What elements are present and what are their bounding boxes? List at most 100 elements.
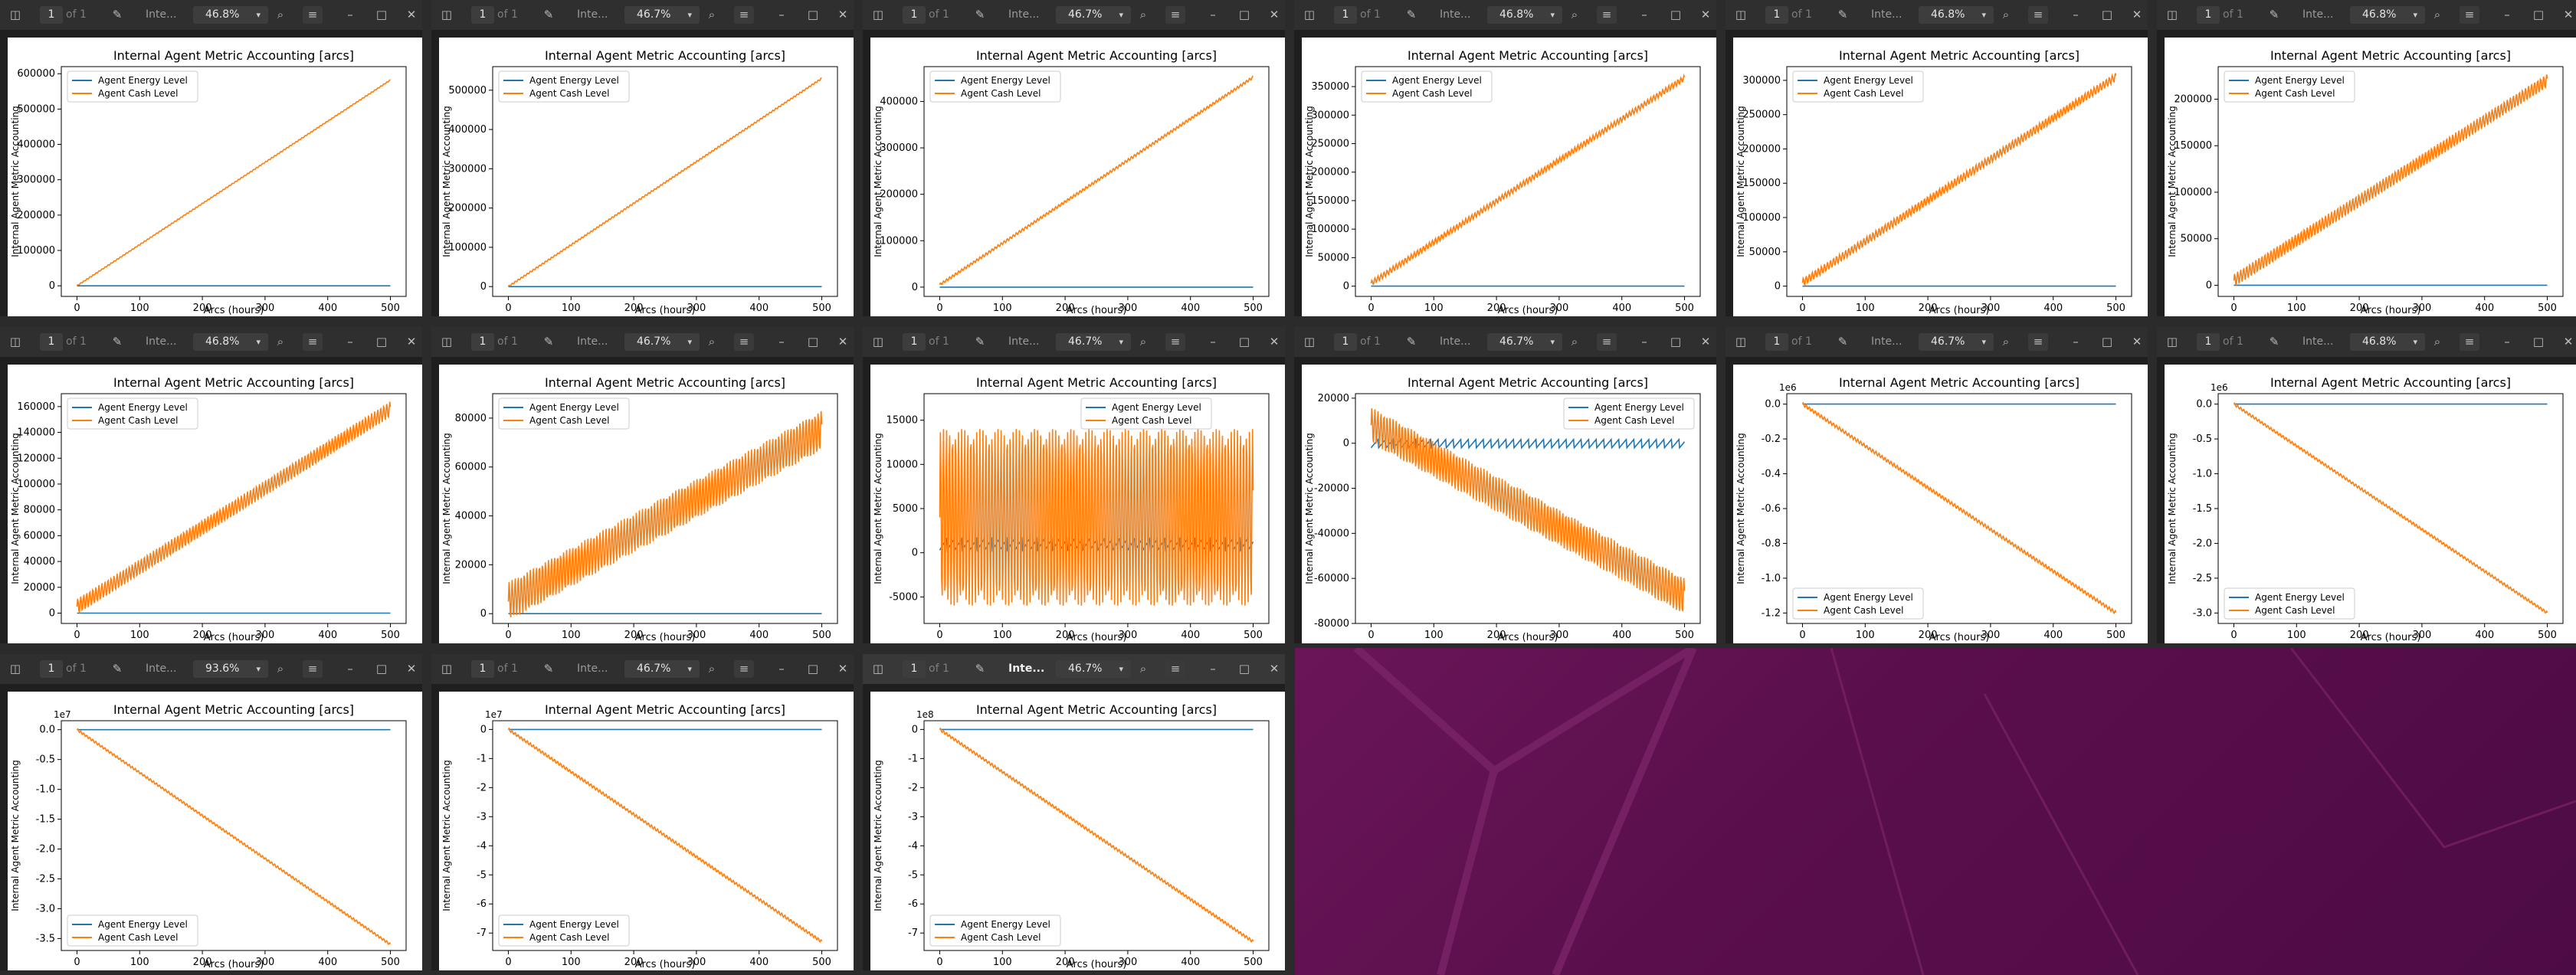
minimize-icon[interactable]: – bbox=[2073, 335, 2079, 348]
page-number-input[interactable]: 1 bbox=[471, 660, 494, 678]
sidebar-toggle-icon[interactable]: ◫ bbox=[1303, 335, 1316, 348]
annotate-pen-icon[interactable]: ✎ bbox=[112, 662, 123, 676]
search-icon[interactable]: ⌕ bbox=[2002, 8, 2010, 21]
close-icon[interactable]: ✕ bbox=[1269, 662, 1280, 676]
page-number-input[interactable]: 1 bbox=[40, 660, 63, 678]
zoom-select[interactable]: 46.8% ▾ bbox=[193, 6, 268, 24]
search-icon[interactable]: ⌕ bbox=[2433, 8, 2441, 21]
maximize-icon[interactable]: □ bbox=[2532, 8, 2545, 21]
close-icon[interactable]: ✕ bbox=[2132, 8, 2142, 21]
maximize-icon[interactable]: □ bbox=[807, 8, 819, 21]
sidebar-toggle-icon[interactable]: ◫ bbox=[9, 662, 21, 676]
annotate-pen-icon[interactable]: ✎ bbox=[112, 8, 123, 21]
zoom-select[interactable]: 46.7% ▾ bbox=[624, 333, 700, 351]
search-icon[interactable]: ⌕ bbox=[277, 335, 284, 348]
page-number-input[interactable]: 1 bbox=[1765, 6, 1788, 24]
annotate-pen-icon[interactable]: ✎ bbox=[1406, 8, 1417, 21]
search-icon[interactable]: ⌕ bbox=[2002, 335, 2010, 348]
zoom-select[interactable]: 46.8% ▾ bbox=[1919, 6, 1994, 24]
minimize-icon[interactable]: – bbox=[347, 8, 353, 21]
menu-button[interactable]: ≡ bbox=[2028, 6, 2048, 24]
viewer-window-13[interactable]: ◫ 1 of 1 ✎ Inte... 93.6% ▾ ⌕ ≡ – □ ✕ Internal Agent … bbox=[0, 654, 422, 970]
page-number-input[interactable]: 1 bbox=[903, 660, 926, 678]
search-icon[interactable]: ⌕ bbox=[277, 662, 284, 676]
close-icon[interactable]: ✕ bbox=[406, 8, 417, 21]
menu-button[interactable]: ≡ bbox=[303, 660, 323, 678]
viewer-window-1[interactable]: ◫ 1 of 1 ✎ Inte... 46.8% ▾ ⌕ ≡ – □ ✕ Internal Agent … bbox=[0, 0, 422, 316]
maximize-icon[interactable]: □ bbox=[1238, 8, 1250, 21]
menu-button[interactable]: ≡ bbox=[1165, 660, 1185, 678]
minimize-icon[interactable]: – bbox=[1210, 335, 1216, 348]
maximize-icon[interactable]: □ bbox=[375, 8, 388, 21]
sidebar-toggle-icon[interactable]: ◫ bbox=[872, 335, 884, 348]
viewer-window-15[interactable]: ◫ 1 of 1 ✎ Inte... 46.7% ▾ ⌕ ≡ – □ ✕ Internal Agent … bbox=[863, 654, 1285, 970]
minimize-icon[interactable]: – bbox=[778, 662, 785, 676]
page-number-input[interactable]: 1 bbox=[1765, 333, 1788, 351]
close-icon[interactable]: ✕ bbox=[2563, 335, 2574, 348]
page-number-input[interactable]: 1 bbox=[40, 6, 63, 24]
minimize-icon[interactable]: – bbox=[2504, 8, 2510, 21]
zoom-select[interactable]: 46.7% ▾ bbox=[1487, 333, 1562, 351]
page-number-input[interactable]: 1 bbox=[2197, 6, 2220, 24]
maximize-icon[interactable]: □ bbox=[2101, 8, 2113, 21]
close-icon[interactable]: ✕ bbox=[837, 662, 848, 676]
viewer-window-6[interactable]: ◫ 1 of 1 ✎ Inte... 46.8% ▾ ⌕ ≡ – □ ✕ Internal Agent … bbox=[2157, 0, 2576, 316]
minimize-icon[interactable]: – bbox=[778, 8, 785, 21]
menu-button[interactable]: ≡ bbox=[303, 333, 323, 351]
search-icon[interactable]: ⌕ bbox=[1139, 662, 1147, 676]
annotate-pen-icon[interactable]: ✎ bbox=[975, 335, 985, 348]
zoom-select[interactable]: 46.8% ▾ bbox=[2350, 6, 2425, 24]
menu-button[interactable]: ≡ bbox=[734, 6, 754, 24]
close-icon[interactable]: ✕ bbox=[406, 662, 417, 676]
menu-button[interactable]: ≡ bbox=[1165, 6, 1185, 24]
close-icon[interactable]: ✕ bbox=[1700, 8, 1711, 21]
close-icon[interactable]: ✕ bbox=[1269, 335, 1280, 348]
menu-button[interactable]: ≡ bbox=[1597, 6, 1617, 24]
maximize-icon[interactable]: □ bbox=[807, 335, 819, 348]
search-icon[interactable]: ⌕ bbox=[708, 662, 716, 676]
viewer-window-3[interactable]: ◫ 1 of 1 ✎ Inte... 46.7% ▾ ⌕ ≡ – □ ✕ Internal Agent … bbox=[863, 0, 1285, 316]
minimize-icon[interactable]: – bbox=[2073, 8, 2079, 21]
annotate-pen-icon[interactable]: ✎ bbox=[975, 662, 985, 676]
zoom-select[interactable]: 46.7% ▾ bbox=[624, 660, 700, 678]
sidebar-toggle-icon[interactable]: ◫ bbox=[872, 662, 884, 676]
viewer-window-7[interactable]: ◫ 1 of 1 ✎ Inte... 46.8% ▾ ⌕ ≡ – □ ✕ Internal Agent … bbox=[0, 327, 422, 643]
zoom-select[interactable]: 46.8% ▾ bbox=[193, 333, 268, 351]
sidebar-toggle-icon[interactable]: ◫ bbox=[441, 335, 453, 348]
sidebar-toggle-icon[interactable]: ◫ bbox=[872, 8, 884, 21]
page-number-input[interactable]: 1 bbox=[471, 6, 494, 24]
close-icon[interactable]: ✕ bbox=[2563, 8, 2574, 21]
menu-button[interactable]: ≡ bbox=[1165, 333, 1185, 351]
menu-button[interactable]: ≡ bbox=[2460, 6, 2479, 24]
viewer-window-14[interactable]: ◫ 1 of 1 ✎ Inte... 46.7% ▾ ⌕ ≡ – □ ✕ Internal Agent … bbox=[431, 654, 854, 970]
zoom-select[interactable]: 46.7% ▾ bbox=[1056, 660, 1131, 678]
sidebar-toggle-icon[interactable]: ◫ bbox=[9, 8, 21, 21]
sidebar-toggle-icon[interactable]: ◫ bbox=[2166, 335, 2178, 348]
minimize-icon[interactable]: – bbox=[2504, 335, 2510, 348]
annotate-pen-icon[interactable]: ✎ bbox=[543, 662, 554, 676]
viewer-window-8[interactable]: ◫ 1 of 1 ✎ Inte... 46.7% ▾ ⌕ ≡ – □ ✕ Internal Agent … bbox=[431, 327, 854, 643]
close-icon[interactable]: ✕ bbox=[406, 335, 417, 348]
close-icon[interactable]: ✕ bbox=[837, 335, 848, 348]
viewer-window-5[interactable]: ◫ 1 of 1 ✎ Inte... 46.8% ▾ ⌕ ≡ – □ ✕ Internal Agent … bbox=[1726, 0, 2148, 316]
annotate-pen-icon[interactable]: ✎ bbox=[1406, 335, 1417, 348]
viewer-window-2[interactable]: ◫ 1 of 1 ✎ Inte... 46.7% ▾ ⌕ ≡ – □ ✕ Internal Agent … bbox=[431, 0, 854, 316]
search-icon[interactable]: ⌕ bbox=[708, 335, 716, 348]
maximize-icon[interactable]: □ bbox=[375, 662, 388, 676]
viewer-window-10[interactable]: ◫ 1 of 1 ✎ Inte... 46.7% ▾ ⌕ ≡ – □ ✕ Internal Agent … bbox=[1294, 327, 1716, 643]
sidebar-toggle-icon[interactable]: ◫ bbox=[441, 8, 453, 21]
minimize-icon[interactable]: – bbox=[778, 335, 785, 348]
annotate-pen-icon[interactable]: ✎ bbox=[2269, 8, 2279, 21]
minimize-icon[interactable]: – bbox=[1210, 662, 1216, 676]
sidebar-toggle-icon[interactable]: ◫ bbox=[441, 662, 453, 676]
zoom-select[interactable]: 46.8% ▾ bbox=[2350, 333, 2425, 351]
sidebar-toggle-icon[interactable]: ◫ bbox=[9, 335, 21, 348]
page-number-input[interactable]: 1 bbox=[2197, 333, 2220, 351]
zoom-select[interactable]: 46.7% ▾ bbox=[624, 6, 700, 24]
search-icon[interactable]: ⌕ bbox=[2433, 335, 2441, 348]
search-icon[interactable]: ⌕ bbox=[277, 8, 284, 21]
maximize-icon[interactable]: □ bbox=[1670, 8, 1682, 21]
sidebar-toggle-icon[interactable]: ◫ bbox=[1303, 8, 1316, 21]
menu-button[interactable]: ≡ bbox=[2460, 333, 2479, 351]
page-number-input[interactable]: 1 bbox=[1334, 333, 1357, 351]
